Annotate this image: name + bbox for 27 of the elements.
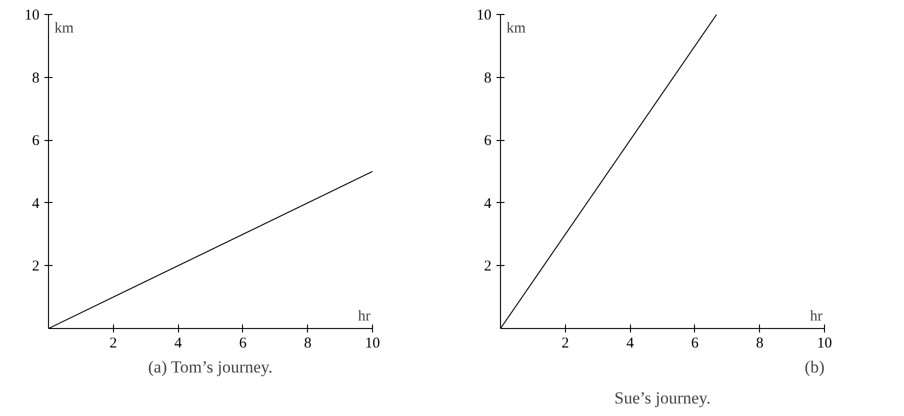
y-tick-label: 4 [32, 196, 40, 212]
x-tick-label: 10 [365, 336, 380, 352]
text: (b) [804, 358, 825, 376]
x-tick-label: 4 [174, 336, 182, 352]
x-tick-label: 2 [110, 336, 118, 352]
x-tick-label: 4 [626, 336, 634, 352]
y-tick-label: 6 [484, 133, 492, 150]
y-tick-label: 10 [476, 8, 492, 24]
text: (a) Tom’s journey. [148, 358, 273, 376]
y-axis-title: km [54, 20, 74, 36]
x-tick-label: 6 [691, 336, 700, 352]
y-tick-label: 10 [24, 8, 40, 24]
y-tick-label: 2 [32, 258, 40, 275]
y-tick-label: 8 [32, 70, 40, 86]
y-tick-label: 2 [484, 258, 492, 275]
x-tick-label: 8 [756, 336, 764, 352]
x-axis-title: hr [810, 308, 823, 324]
y-tick-label: 4 [484, 196, 492, 212]
x-tick-label: 2 [562, 336, 570, 352]
text: Sue’s journey. [614, 388, 711, 408]
x-tick-label: 10 [817, 336, 832, 352]
x-tick-label: 6 [239, 336, 248, 352]
y-tick-label: 6 [32, 133, 40, 150]
x-tick-label: 8 [304, 336, 312, 352]
y-tick-label: 8 [484, 70, 492, 86]
x-axis-title: hr [358, 308, 371, 324]
y-axis-title: km [506, 20, 526, 36]
